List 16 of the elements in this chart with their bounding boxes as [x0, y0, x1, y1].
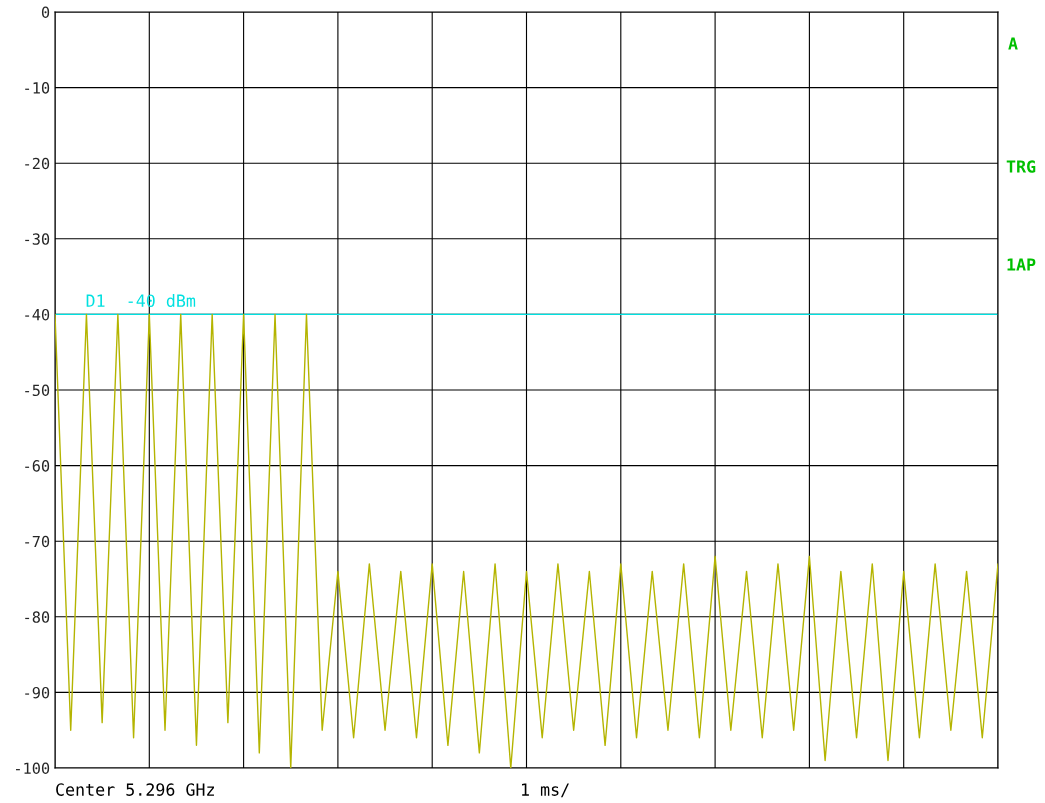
y-tick-label: -20	[25, 157, 50, 170]
text: 1AP	[1007, 258, 1036, 271]
y-tick-label: -40	[25, 308, 50, 321]
y-tick-label: -30	[25, 233, 50, 245]
y-tick-label: -70	[25, 535, 50, 548]
y-tick-label: -90	[25, 686, 50, 699]
y-tick-label: -50	[25, 384, 50, 397]
y-tick-label: -100	[16, 762, 50, 775]
text: TRG	[1006, 160, 1036, 173]
text: A	[1008, 37, 1018, 50]
text: 1 ms/	[522, 783, 569, 798]
y-tick-label: 0	[41, 6, 50, 19]
text: Center 5.296 GHz	[56, 783, 214, 796]
y-tick-label: -80	[25, 611, 50, 623]
y-tick-label: -60	[25, 460, 50, 472]
y-tick-label: -10	[25, 82, 50, 94]
